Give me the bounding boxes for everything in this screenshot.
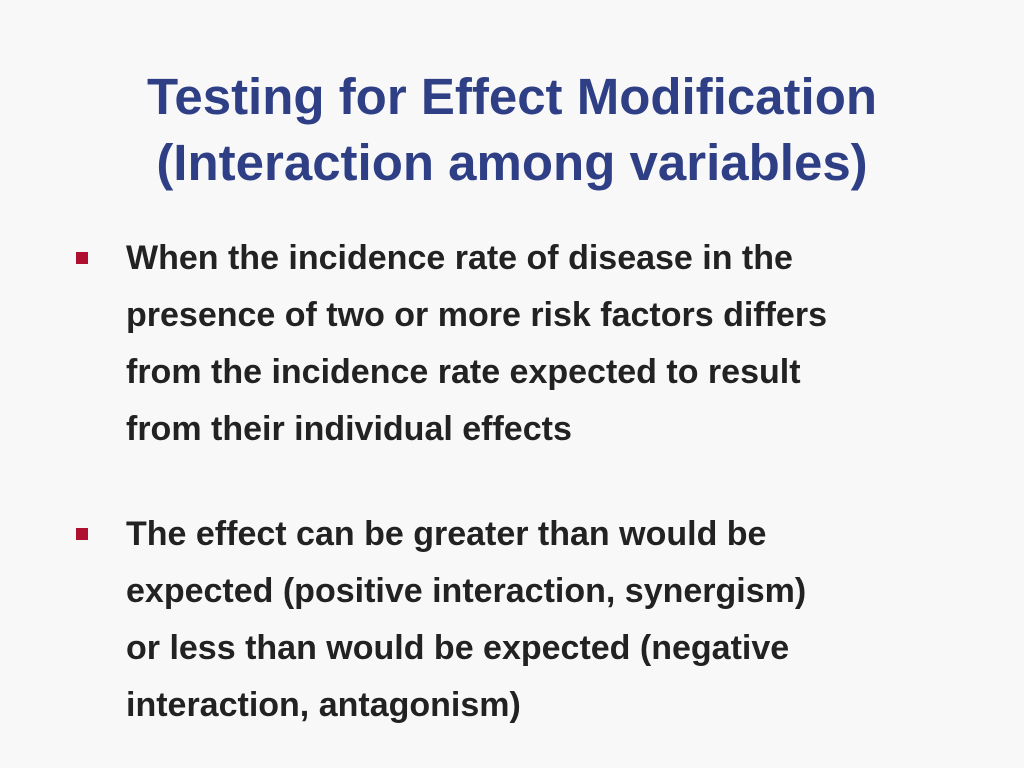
square-bullet-icon	[76, 528, 88, 540]
bullet-line: or less than would be expected (negative	[126, 629, 790, 667]
bullet-text: The effect can be greater than would be …	[126, 506, 986, 734]
title-line-1: Testing for Effect Modification	[146, 68, 878, 125]
square-bullet-icon	[76, 252, 88, 264]
bullet-line: The effect can be greater than would be	[126, 515, 767, 553]
bullet-text: When the incidence rate of disease in th…	[126, 230, 986, 458]
bullet-line: from their individual effects	[126, 410, 572, 448]
bullet-line: expected (positive interaction, synergis…	[126, 572, 807, 610]
slide-title: Testing for Effect Modification (Interac…	[40, 64, 984, 196]
bullet-line: When the incidence rate of disease in th…	[126, 239, 793, 277]
bullet-line: interaction, antagonism)	[126, 686, 521, 724]
bullet-line: presence of two or more risk factors dif…	[126, 296, 827, 334]
bullet-line: from the incidence rate expected to resu…	[126, 353, 801, 391]
title-line-2: (Interaction among variables)	[156, 134, 868, 191]
